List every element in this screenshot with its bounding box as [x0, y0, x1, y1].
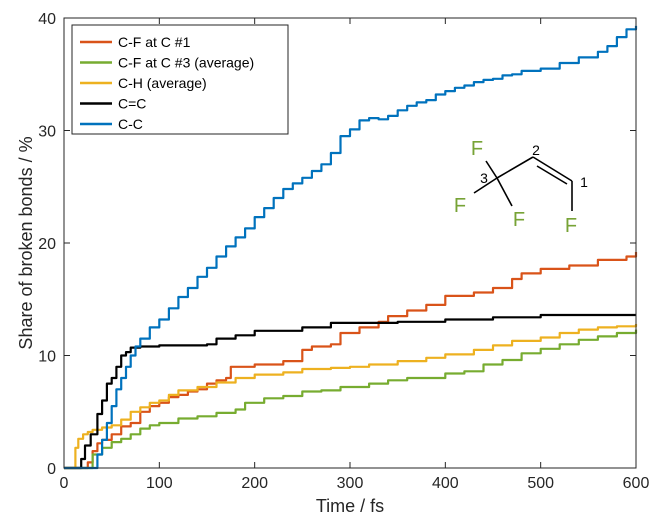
bond-c3-f-top: [485, 160, 498, 179]
x-tick-label: 500: [527, 475, 554, 492]
molecule-structure: F F F F 1 2 3: [454, 138, 588, 237]
legend-items: C-F at C #1 C-F at C #3 (average) C-H (ave…: [80, 34, 254, 132]
bond-c2-c1: [532, 156, 573, 182]
y-tick-label: 40: [38, 11, 56, 28]
legend: C-F at C #1 C-F at C #3 (average) C-H (ave…: [71, 24, 289, 135]
x-tick-label: 400: [432, 475, 459, 492]
x-tick-label: 200: [241, 475, 268, 492]
y-tick-label: 10: [38, 349, 56, 366]
legend-label: C-F at C #3 (average): [118, 55, 254, 71]
atom-label-f-left: F: [454, 195, 466, 217]
legend-label: C=C: [118, 96, 146, 112]
legend-label: C-C: [118, 116, 143, 132]
bond-c3-f-right: [496, 177, 513, 207]
x-tick-label: 100: [146, 475, 173, 492]
y-tick-label: 20: [38, 236, 56, 253]
atom-label-f-c1: F: [565, 215, 577, 237]
ticks-layer: 0 100 200 300 400 500 600 0 10 20 30 40: [38, 11, 649, 492]
y-tick-label: 0: [47, 461, 56, 478]
y-tick-label: 30: [38, 124, 56, 141]
x-tick-label: 300: [337, 475, 364, 492]
x-axis-label: Time / fs: [316, 496, 384, 516]
carbon-number-3: 3: [480, 170, 488, 186]
carbon-number-1: 1: [580, 174, 588, 190]
legend-label: C-F at C #1: [118, 34, 191, 50]
series-line-2: [64, 324, 638, 470]
atom-label-f-right: F: [513, 209, 525, 231]
series-layer: [64, 25, 638, 470]
y-axis-label: Share of broken bonds / %: [16, 136, 36, 349]
legend-label: C-H (average): [118, 75, 207, 91]
atom-label-f-top: F: [471, 138, 483, 160]
series-line-0: [64, 252, 638, 470]
series-line-1: [64, 329, 638, 470]
carbon-number-2: 2: [532, 142, 540, 158]
x-tick-label: 0: [60, 475, 69, 492]
bond-c3-c2: [496, 156, 534, 179]
bond-c2-c1-double: [536, 165, 568, 185]
bond-c3-f-left: [473, 177, 498, 194]
series-line-4: [64, 25, 638, 470]
x-tick-label: 600: [623, 475, 650, 492]
